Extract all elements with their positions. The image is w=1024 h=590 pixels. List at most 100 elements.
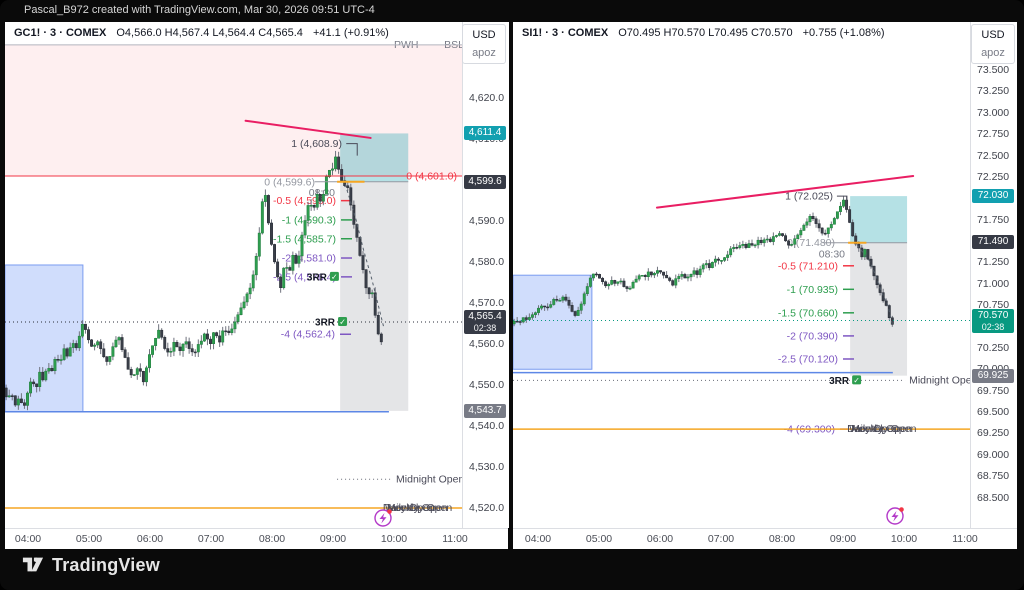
price-path-dashed-line[interactable] xyxy=(856,244,894,327)
fib-one-bracket xyxy=(836,195,848,209)
time-tick: 11:00 xyxy=(442,533,468,545)
time-axis[interactable]: 04:00 05:00 06:00 07:00 08:00 09:00 10:00 11:00 xyxy=(513,528,1017,549)
price-tick: 70.750 xyxy=(977,299,1010,312)
flash-icon[interactable] xyxy=(374,509,392,527)
price-tick: 69.750 xyxy=(977,384,1010,397)
chart-panel-gold: 1 (4,608.9) 0 (4,599.6) -0.5 (4,595.0) -1 (… xyxy=(5,22,509,549)
price-tick: 72.500 xyxy=(977,149,1010,162)
stop-zone[interactable] xyxy=(340,133,409,182)
notification-dot xyxy=(387,509,392,514)
fib-level-label[interactable]: -4 (4,562.4) xyxy=(281,329,335,341)
tradingview-watermark: TradingView xyxy=(22,554,160,576)
price-tick: 4,550.0 xyxy=(469,379,505,392)
fib-level-label[interactable]: -1.5 (4,585.7) xyxy=(273,233,336,245)
chart-legend[interactable]: GC1! · 3 · COMEX O4,566.0 H4,567.4 L4,56… xyxy=(14,27,389,39)
price-tick: 68.500 xyxy=(977,491,1010,504)
fib-level-label[interactable]: 1 (72.025) xyxy=(785,191,833,203)
open-level-label[interactable]: Weekly Open xyxy=(385,502,448,514)
premarket-zone[interactable] xyxy=(5,44,462,177)
time-tick: 06:00 xyxy=(646,533,674,545)
fib-level-label[interactable]: -1.5 (70.660) xyxy=(778,307,838,319)
price-path-dashed-line[interactable] xyxy=(344,184,385,328)
open-level-label[interactable]: Daily Open xyxy=(383,502,435,514)
currency-label: USD xyxy=(472,29,496,41)
symbol-title[interactable]: GC1! · 3 · COMEX xyxy=(14,27,107,39)
level-price-badge[interactable]: 71.490 xyxy=(972,234,1014,249)
chart-canvas[interactable]: 1 (4,608.9)0 (4,599.6)-0.5 (4,595.0)-1 (… xyxy=(5,22,462,528)
fib-level-label[interactable]: -2 (70.390) xyxy=(787,330,838,342)
fib-level-label[interactable]: 1 (4,608.9) xyxy=(291,138,342,150)
symbol-title[interactable]: SI1! · 3 · COMEX xyxy=(522,27,609,39)
price-tick: 4,580.0 xyxy=(469,256,505,269)
candles-layer[interactable] xyxy=(5,150,383,411)
open-level-label[interactable]: Daily Open xyxy=(847,423,899,435)
chart-text-label[interactable]: Midnight Open xyxy=(396,473,462,485)
accumulation-box[interactable] xyxy=(513,274,593,370)
fib-level-label[interactable]: -1 (70.935) xyxy=(787,284,838,296)
fib-level-label[interactable]: -0.5 (71.210) xyxy=(778,260,838,272)
level-price-badge[interactable]: 72.030 xyxy=(972,188,1014,203)
accumulation-box[interactable] xyxy=(5,264,84,413)
fib-level-label[interactable]: -2 (4,581.0) xyxy=(282,253,336,265)
zones-layer xyxy=(5,44,462,413)
price-tick: 4,590.0 xyxy=(469,215,505,228)
change-value: +0.755 (+1.08%) xyxy=(802,27,885,39)
trendline[interactable] xyxy=(655,175,915,209)
price-tick: 73.250 xyxy=(977,85,1010,98)
chart-plot-area[interactable]: 1 (72.025) 0 (71.480) -0.5 (71.210) -1 (70.… xyxy=(513,22,970,528)
last-price-badge[interactable]: 4,565.4 02:38 xyxy=(464,309,506,334)
open-level-label[interactable]: Monthly Open xyxy=(851,423,917,435)
time-tick: 05:00 xyxy=(75,533,103,545)
notification-dot xyxy=(899,507,904,512)
price-tick: 73.500 xyxy=(977,64,1010,76)
rr-target-badge[interactable]: 3RR ✓ xyxy=(307,271,339,284)
chart-legend[interactable]: SI1! · 3 · COMEX O70.495 H70.570 L70.495… xyxy=(522,27,885,39)
ohlc-values: O4,566.0 H4,567.4 L4,564.4 C4,565.4 xyxy=(116,27,303,39)
target-zone[interactable] xyxy=(850,242,908,376)
price-tick: 69.250 xyxy=(977,427,1010,440)
currency-unit-box[interactable]: USD apoz xyxy=(971,24,1015,64)
price-tick: 4,520.0 xyxy=(469,501,505,514)
levels-layer xyxy=(513,175,970,430)
chart-text-label[interactable]: 08:30 xyxy=(309,187,335,199)
price-axis[interactable]: 73.500 73.250 73.000 72.750 72.500 72.250 71.7… xyxy=(970,22,1017,528)
rr-target-badge[interactable]: 3RR ✓ xyxy=(315,316,348,329)
time-tick: 05:00 xyxy=(585,533,613,545)
open-level-label[interactable]: Monthly Open xyxy=(387,502,453,514)
time-tick: 10:00 xyxy=(380,533,408,545)
open-level-label[interactable]: Weekly Open xyxy=(849,423,912,435)
price-tick: 72.750 xyxy=(977,128,1010,141)
fib-level-label[interactable]: 0 (4,599.6) xyxy=(264,176,315,188)
time-tick: 09:00 xyxy=(319,533,347,545)
price-tick: 72.250 xyxy=(977,170,1010,183)
time-tick: 08:00 xyxy=(258,533,286,545)
level-price-badge[interactable]: 69.925 xyxy=(972,368,1014,383)
level-price-badge[interactable]: 4,543.7 xyxy=(464,403,506,418)
svg-text:3RR: 3RR xyxy=(829,376,850,387)
fib-level-label[interactable]: 0 (71.480) xyxy=(787,237,835,249)
time-axis[interactable]: 04:00 05:00 06:00 07:00 08:00 09:00 10:00 11:00 xyxy=(5,528,508,549)
price-tick: 4,620.0 xyxy=(469,92,505,105)
price-tick: 70.250 xyxy=(977,341,1010,354)
chart-text-label[interactable]: 08:30 xyxy=(819,249,845,261)
svg-text:3RR: 3RR xyxy=(315,317,336,328)
chart-text-label[interactable]: Midnight Open xyxy=(909,374,970,386)
trendline[interactable] xyxy=(244,119,372,139)
svg-text:✓: ✓ xyxy=(339,317,346,326)
time-tick: 11:00 xyxy=(952,533,978,545)
chart-plot-area[interactable]: 1 (4,608.9) 0 (4,599.6) -0.5 (4,595.0) -1 (… xyxy=(5,22,462,528)
fib-level-label[interactable]: -2.5 (70.120) xyxy=(778,353,838,365)
stop-zone[interactable] xyxy=(850,196,908,243)
rr-target-badge[interactable]: 3RR ✓ xyxy=(829,375,862,387)
currency-unit-box[interactable]: USD apoz xyxy=(462,24,506,64)
level-price-badge[interactable]: 4,611.4 xyxy=(464,126,506,141)
chart-canvas[interactable]: 1 (72.025) 0 (71.480) -0.5 (71.210) -1 (70.… xyxy=(513,22,970,528)
price-axis[interactable]: 4,620.04,610.04,600.04,590.04,580.04,570… xyxy=(462,22,509,528)
time-tick: 04:00 xyxy=(524,533,552,545)
fib-level-label[interactable]: -2.5 (4,576.4) xyxy=(273,271,336,283)
flash-icon[interactable] xyxy=(886,507,904,525)
level-price-badge[interactable]: 4,599.6 xyxy=(464,174,506,189)
last-price-badge[interactable]: 70.570 02:38 xyxy=(972,308,1014,333)
